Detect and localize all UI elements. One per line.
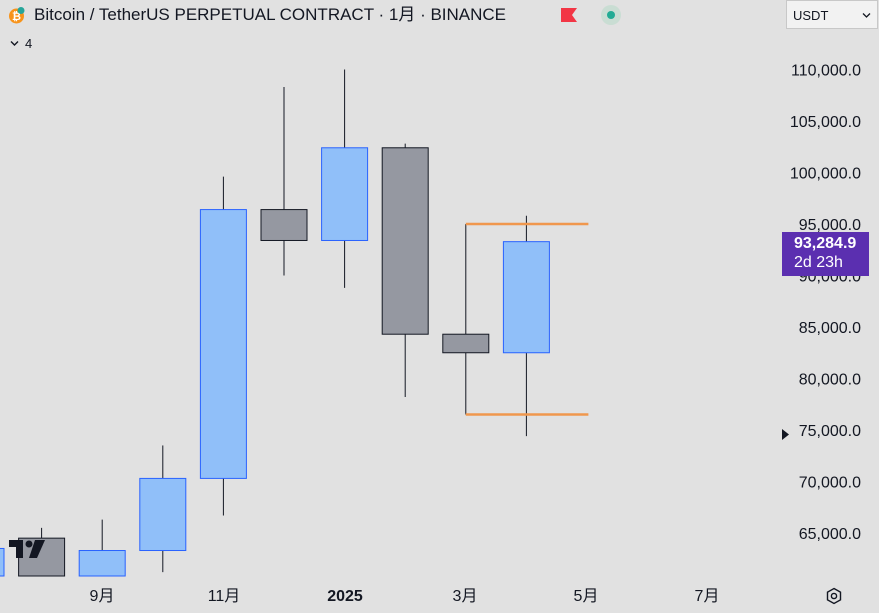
candle[interactable] xyxy=(260,87,308,276)
flag-icon[interactable] xyxy=(561,8,577,22)
bar-countdown: 2d 23h xyxy=(794,254,843,271)
currency-select[interactable]: USDT xyxy=(786,0,878,29)
price-scale-label: 65,000.0 xyxy=(799,526,861,543)
time-axis-label: 9月 xyxy=(90,588,115,605)
candle-body xyxy=(321,147,369,241)
indicators-toggle[interactable]: 4 xyxy=(10,36,32,51)
price-marker-arrow xyxy=(782,429,789,440)
time-axis-label: 7月 xyxy=(695,588,720,605)
current-price-tag: 93,284.9 2d 23h xyxy=(782,232,869,276)
currency-label: USDT xyxy=(793,8,829,23)
price-scale-label: 95,000.0 xyxy=(799,217,861,234)
price-scale-label: 70,000.0 xyxy=(799,475,861,492)
candle-body xyxy=(0,547,5,577)
range-lines[interactable] xyxy=(465,222,589,416)
time-axis-label: 5月 xyxy=(574,588,599,605)
chart-header: ₿ Bitcoin / TetherUS PERPETUAL CONTRACT … xyxy=(0,0,780,30)
candle[interactable] xyxy=(321,69,369,288)
time-axis[interactable]: 9月 11月 2025 3月 5月 7月 xyxy=(90,588,720,605)
time-axis-label: 3月 xyxy=(453,588,478,605)
chevron-down-icon xyxy=(862,13,871,18)
price-scale-label: 75,000.0 xyxy=(799,423,861,440)
time-axis-label: 2025 xyxy=(327,588,363,605)
candle-body xyxy=(139,477,187,552)
candle[interactable] xyxy=(0,533,5,577)
market-open-icon xyxy=(601,5,621,25)
price-scale-label: 105,000.0 xyxy=(790,114,861,131)
candle-body xyxy=(78,550,126,577)
bitcoin-icon: ₿ xyxy=(9,7,25,24)
candles xyxy=(0,69,550,577)
candle[interactable] xyxy=(139,445,187,573)
tradingview-logo-icon[interactable] xyxy=(9,538,49,560)
price-scale-label: 100,000.0 xyxy=(790,166,861,183)
svg-text:₿: ₿ xyxy=(12,11,21,23)
price-scale-label: 80,000.0 xyxy=(799,372,861,389)
price-scale[interactable]: 110,000.0105,000.0100,000.095,000.090,00… xyxy=(790,63,861,544)
candle[interactable] xyxy=(78,519,126,577)
candle[interactable] xyxy=(442,224,490,415)
symbol-title[interactable]: Bitcoin / TetherUS PERPETUAL CONTRACT · … xyxy=(34,5,507,24)
price-scale-label: 110,000.0 xyxy=(791,63,861,80)
candle[interactable] xyxy=(381,143,429,398)
candle-body xyxy=(199,209,247,479)
time-axis-label: 11月 xyxy=(208,588,241,605)
candle[interactable] xyxy=(502,215,550,437)
chevron-down-icon[interactable] xyxy=(10,39,19,48)
settings-icon[interactable] xyxy=(825,587,843,605)
current-price: 93,284.9 xyxy=(794,235,857,252)
candle-body xyxy=(442,333,490,354)
price-scale-label: 85,000.0 xyxy=(799,320,861,337)
indicator-count: 4 xyxy=(25,36,33,51)
candle-body xyxy=(381,147,429,335)
candle-body xyxy=(260,209,308,241)
candle-body xyxy=(502,241,550,354)
candle[interactable] xyxy=(199,176,247,516)
